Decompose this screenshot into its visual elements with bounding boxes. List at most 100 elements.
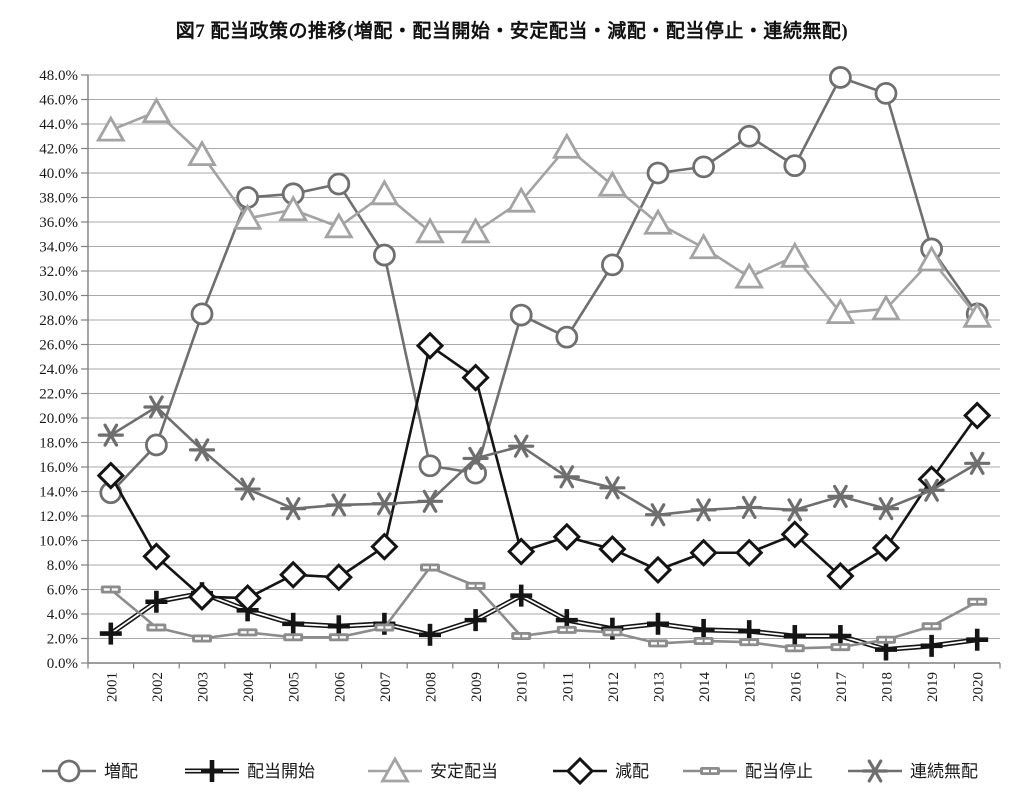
x-tick-label: 2017 [834, 672, 850, 703]
marker-decrease-2015 [735, 538, 764, 567]
marker-decrease-2020 [963, 401, 992, 430]
marker-decrease-2001 [96, 461, 125, 490]
marker-increase-2003 [190, 302, 214, 326]
marker-decrease-2004 [233, 583, 262, 613]
x-tick-label: 2020 [971, 672, 987, 702]
x-tick-label: 2003 [196, 672, 212, 702]
y-tick-label: 26.0% [39, 338, 78, 354]
marker-suspension-2016 [784, 644, 805, 653]
x-tick-label: 2011 [560, 672, 576, 701]
series-decrease [96, 331, 992, 613]
marker-stable-2011 [551, 132, 582, 159]
legend-label-suspension: 配当停止 [745, 762, 813, 781]
legend-item-no-dividend: 連続無配 [848, 759, 978, 783]
legend-item-decrease: 減配 [553, 756, 649, 786]
marker-increase-2013 [646, 161, 670, 185]
marker-stable-2019 [916, 245, 947, 272]
marker-stable-2016 [779, 241, 810, 268]
marker-initiation-2010 [510, 584, 533, 607]
marker-suspension-2008 [420, 563, 440, 572]
marker-stable-2012 [597, 170, 628, 197]
gridlines [88, 74, 1000, 639]
marker-stable-2018 [871, 294, 901, 321]
legend: 増配 配当開始 安定配当 減配 配当停止 連続無配 [42, 756, 978, 786]
marker-suspension-2013 [648, 639, 668, 648]
marker-no-dividend-2009 [462, 446, 489, 470]
marker-no-dividend-2017 [827, 484, 854, 508]
marker-suspension-2001 [100, 585, 121, 594]
series-initiation [99, 582, 989, 661]
marker-initiation-2019 [920, 634, 943, 657]
marker-increase-2006 [327, 172, 351, 196]
marker-initiation-2013 [647, 612, 669, 635]
legend-label-decrease: 減配 [615, 762, 649, 781]
marker-suspension-2005 [283, 633, 304, 642]
marker-decrease-2014 [689, 538, 718, 567]
marker-stable-2017 [825, 297, 856, 325]
marker-decrease-2005 [279, 560, 308, 589]
marker-stable-2020 [962, 301, 993, 328]
legend-marker-stable [380, 756, 410, 783]
marker-suspension-2011 [556, 625, 577, 634]
legend-item-stable: 安定配当 [368, 756, 498, 783]
marker-decrease-2017 [826, 561, 855, 591]
marker-suspension-2015 [739, 638, 760, 647]
legend-marker-initiation [201, 760, 223, 782]
series-increase [99, 66, 989, 505]
x-tick-label: 2004 [241, 672, 257, 703]
legend-marker-no-dividend [861, 759, 889, 783]
y-tick-label: 12.0% [39, 509, 78, 525]
marker-no-dividend-2014 [690, 498, 717, 522]
marker-stable-2008 [415, 216, 445, 244]
marker-increase-2008 [418, 454, 442, 478]
marker-increase-2002 [144, 433, 168, 457]
x-tick-label: 2012 [606, 672, 622, 702]
x-tick-label: 2018 [880, 672, 896, 702]
marker-no-dividend-2010 [508, 434, 535, 458]
x-tick-label: 2008 [424, 672, 440, 702]
marker-suspension-2014 [693, 636, 714, 645]
marker-no-dividend-2012 [599, 476, 626, 500]
marker-decrease-2003 [187, 582, 217, 611]
marker-no-dividend-2019 [918, 478, 945, 502]
x-tick-label: 2015 [743, 672, 759, 702]
marker-suspension-2009 [465, 581, 486, 590]
y-tick-label: 0.0% [47, 656, 78, 672]
marker-increase-2011 [555, 325, 579, 349]
marker-initiation-2005 [282, 612, 305, 635]
marker-no-dividend-2013 [644, 503, 672, 527]
legend-item-increase: 増配 [42, 759, 138, 783]
y-tick-label: 32.0% [39, 264, 78, 280]
y-tick-label: 36.0% [39, 215, 78, 231]
legend-label-no-dividend: 連続無配 [910, 762, 978, 781]
marker-stable-2009 [460, 216, 491, 244]
series-stable [95, 96, 993, 328]
marker-decrease-2010 [507, 537, 536, 566]
x-tick-label: 2006 [332, 672, 348, 703]
legend-label-initiation: 配当開始 [247, 762, 315, 781]
marker-no-dividend-2004 [234, 477, 261, 501]
legend-marker-decrease [565, 756, 595, 786]
y-tick-label: 30.0% [39, 289, 78, 305]
x-tick-label: 2007 [378, 672, 394, 703]
y-tick-label: 40.0% [39, 166, 78, 182]
x-tick-label: 2013 [652, 672, 668, 702]
marker-stable-2007 [369, 178, 400, 206]
marker-initiation-2002 [145, 590, 168, 613]
marker-decrease-2012 [598, 534, 627, 564]
x-tick-label: 2009 [469, 672, 485, 702]
marker-suspension-2002 [146, 623, 167, 632]
y-tick-label: 44.0% [39, 117, 78, 133]
y-tick-label: 10.0% [39, 534, 78, 550]
x-tick-label: 2005 [287, 672, 303, 702]
axes: 0.0% 2.0% 4.0% 6.0% 8.0% 10.0% 12.0% 14.0% 16.0%… [39, 68, 1001, 703]
y-tick-label: 20.0% [39, 411, 78, 427]
series-no-dividend [97, 395, 991, 527]
marker-decrease-2011 [552, 522, 581, 551]
y-tick-label: 22.0% [39, 387, 78, 403]
legend-item-suspension: 配当停止 [683, 762, 813, 781]
marker-suspension-2004 [237, 628, 258, 637]
x-tick-label: 2002 [150, 672, 166, 702]
marker-suspension-2006 [328, 633, 349, 642]
